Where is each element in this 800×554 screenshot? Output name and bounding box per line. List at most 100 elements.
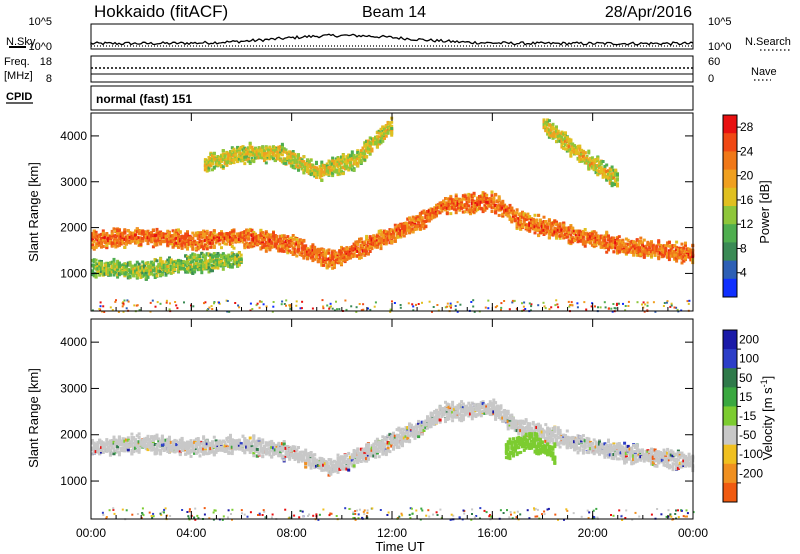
data-cell	[279, 234, 283, 238]
data-cell	[254, 150, 257, 154]
data-cell	[390, 120, 394, 124]
data-cell	[418, 211, 422, 215]
data-cell	[678, 246, 682, 250]
data-cell	[556, 228, 560, 232]
data-cell	[521, 215, 524, 219]
data-cell	[540, 227, 544, 230]
data-cell	[420, 216, 424, 220]
data-cell	[571, 237, 575, 241]
data-cell	[616, 242, 619, 246]
data-cell	[648, 242, 652, 246]
data-cell	[408, 225, 412, 229]
data-cell	[92, 266, 96, 270]
data-cell	[411, 230, 415, 234]
data-cell	[151, 261, 155, 265]
data-cell	[212, 234, 216, 238]
data-cell	[610, 242, 614, 246]
data-cell	[492, 201, 496, 205]
data-cell	[110, 235, 114, 239]
data-cell	[338, 256, 342, 260]
data-cell	[479, 195, 483, 199]
data-cell	[642, 252, 646, 256]
data-cell	[481, 193, 485, 197]
data-cell	[676, 256, 680, 260]
data-cell	[397, 223, 401, 227]
data-cell	[574, 236, 578, 240]
data-cell	[581, 235, 585, 239]
data-cell	[168, 231, 171, 235]
data-cell	[495, 204, 499, 208]
data-cell	[159, 273, 163, 277]
data-cell	[162, 263, 166, 267]
data-cell	[336, 173, 340, 177]
data-cell	[465, 204, 469, 208]
data-cell	[130, 239, 134, 243]
data-cell	[297, 168, 300, 172]
data-cell	[259, 241, 263, 245]
data-cell	[526, 226, 530, 230]
data-cell	[297, 155, 300, 159]
data-cell	[573, 232, 576, 236]
data-cell	[315, 172, 318, 176]
data-cell	[528, 226, 532, 230]
data-cell	[159, 240, 163, 244]
data-cell	[171, 243, 175, 246]
data-cell	[293, 159, 297, 163]
data-cell	[280, 148, 284, 152]
data-cell	[402, 234, 406, 238]
data-cell	[329, 263, 333, 267]
data-cell	[463, 210, 467, 214]
data-cell	[368, 236, 372, 240]
data-cell	[623, 249, 627, 253]
data-cell	[581, 239, 585, 243]
data-cell	[264, 155, 268, 159]
data-cell	[203, 165, 207, 169]
data-cell	[123, 267, 127, 271]
data-cell	[551, 233, 555, 237]
data-cell	[354, 254, 358, 258]
data-cell	[452, 198, 456, 202]
data-cell	[169, 236, 173, 240]
data-cell	[612, 250, 616, 254]
data-cell	[114, 264, 118, 268]
data-cell	[311, 255, 315, 259]
data-cell	[309, 166, 313, 170]
data-cell	[544, 224, 548, 228]
data-cell	[175, 264, 179, 267]
data-cell	[193, 262, 197, 266]
data-cell	[209, 161, 213, 165]
data-cell	[467, 204, 471, 208]
data-cell	[229, 158, 232, 162]
data-cell	[517, 213, 521, 217]
data-cell	[141, 231, 145, 235]
data-cell	[576, 230, 580, 233]
data-cell	[191, 237, 195, 240]
data-cell	[221, 154, 225, 158]
data-cell	[237, 147, 241, 151]
data-cell	[148, 272, 152, 276]
data-cell	[322, 253, 326, 257]
data-cell	[250, 148, 254, 152]
data-cell	[449, 200, 453, 204]
data-cell	[100, 232, 103, 236]
data-cell	[358, 251, 361, 255]
data-cell	[103, 272, 107, 276]
data-cell	[411, 218, 415, 222]
data-cell	[452, 205, 456, 209]
data-cell	[245, 153, 249, 157]
data-cell	[521, 225, 524, 229]
data-cell	[465, 201, 469, 205]
data-cell	[132, 237, 136, 241]
data-cell	[388, 241, 392, 245]
data-cell	[146, 242, 150, 246]
data-cell	[279, 148, 283, 152]
data-cell	[451, 205, 455, 209]
data-cell	[374, 241, 378, 245]
data-cell	[422, 222, 426, 226]
data-cell	[585, 239, 589, 243]
data-cell	[632, 251, 636, 255]
data-cell	[218, 156, 222, 160]
data-cell	[458, 197, 462, 201]
data-cell	[569, 237, 573, 241]
data-cell	[603, 238, 607, 242]
